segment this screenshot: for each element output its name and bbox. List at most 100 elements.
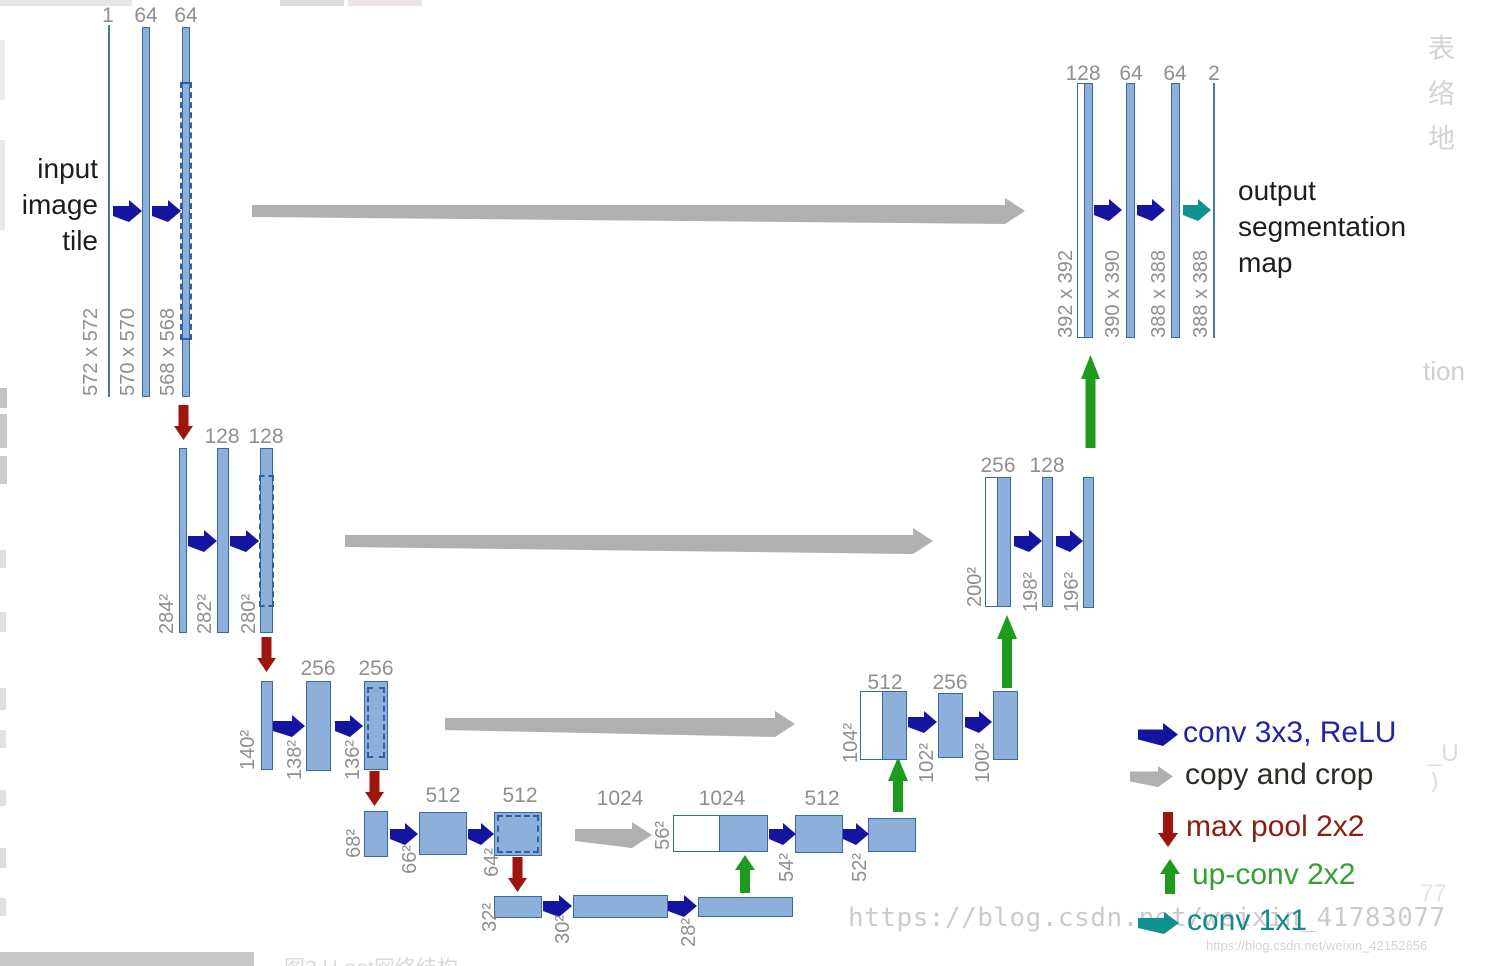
page-text-fragment: 表 — [1428, 34, 1455, 64]
size-label: 54² — [776, 853, 798, 882]
crop-region-outline — [259, 475, 274, 607]
conv-arrow — [390, 823, 418, 845]
watermark-url-small: https://blog.csdn.net/weixin_42152656 — [1206, 938, 1428, 953]
size-label: 102² — [916, 742, 938, 783]
conv-arrow — [1094, 199, 1122, 221]
legend-conv3x3-label: conv 3x3, ReLU — [1183, 716, 1397, 749]
size-label: 568 x 568 — [157, 308, 179, 396]
channel-label: 256 — [300, 657, 336, 680]
page-fragment — [0, 848, 6, 868]
size-label: 284² — [156, 593, 178, 634]
page-fragment — [0, 612, 6, 632]
size-label: 66² — [399, 845, 421, 874]
size-label: 280² — [238, 593, 260, 634]
conv-arrow — [230, 530, 259, 552]
size-label: 200² — [964, 566, 986, 607]
output-segmentation-map-label: output segmentation map — [1238, 175, 1407, 278]
size-label: 388 x 388 — [1190, 250, 1212, 338]
conv-arrow — [908, 711, 937, 733]
page-text-fragment: ) — [1431, 768, 1439, 793]
channel-label: 128 — [1065, 62, 1101, 85]
conv-arrow — [113, 200, 142, 222]
conv-arrow — [1056, 530, 1083, 552]
figure-caption: 图2 U-net网络结构 — [284, 952, 458, 966]
size-label: 136² — [342, 739, 364, 780]
channel-label: 64 — [134, 4, 158, 27]
channel-label: 1024 — [698, 787, 746, 810]
channel-label: 256 — [932, 671, 968, 694]
feature-map-bar — [306, 681, 331, 771]
up-conv-arrow — [997, 615, 1017, 688]
conv-arrow — [543, 895, 572, 917]
size-label: 100² — [972, 742, 994, 783]
page-fragment — [0, 388, 7, 408]
concat-feature-map-bar — [860, 691, 907, 760]
page-fragment — [0, 414, 7, 448]
page-fragment — [280, 0, 344, 6]
size-label: 28² — [678, 918, 700, 947]
conv-arrow — [152, 200, 181, 222]
feature-map-bar — [993, 691, 1018, 760]
conv-arrow — [335, 715, 363, 737]
size-label: 392 x 392 — [1055, 250, 1077, 338]
size-label: 104² — [840, 722, 862, 763]
concat-feature-map-bar — [985, 477, 1011, 607]
concat-feature-map-bar — [1077, 83, 1093, 338]
feature-map-bar — [1126, 83, 1135, 338]
size-label: 198² — [1020, 571, 1042, 612]
copy-crop-arrow — [445, 711, 795, 737]
channel-label: 512 — [502, 784, 538, 807]
copy-crop-arrow — [575, 822, 652, 848]
size-label: 388 x 388 — [1148, 250, 1170, 338]
feature-map-bar — [182, 27, 190, 397]
channel-label: 64 — [1119, 62, 1143, 85]
feature-map-bar — [1083, 477, 1094, 608]
size-label: 56² — [652, 821, 674, 850]
page-fragment — [0, 790, 6, 806]
legend-max-pool-label: max pool 2x2 — [1186, 810, 1365, 843]
conv-arrow — [668, 895, 697, 917]
legend-copy-crop-label: copy and crop — [1185, 758, 1374, 791]
page-fragment — [348, 0, 422, 6]
feature-map-bar — [142, 27, 150, 397]
channel-label: 128 — [1029, 454, 1065, 477]
crop-region-outline — [497, 815, 539, 853]
page-fragment — [0, 730, 6, 748]
up-conv-arrow-icon — [1160, 859, 1180, 894]
page-text-fragment: 络 — [1428, 79, 1455, 109]
crop-region-outline — [367, 687, 385, 758]
channel-label: 256 — [358, 657, 394, 680]
feature-map-bar — [419, 812, 467, 855]
feature-map-bar — [217, 448, 229, 633]
max-pool-arrow — [257, 637, 276, 672]
size-label: 30² — [552, 915, 574, 944]
input-image-tile-label: input image tile — [21, 153, 98, 256]
size-label: 68² — [343, 829, 365, 858]
page-text-fragment: 77 — [1420, 880, 1447, 907]
feature-map-bar — [795, 815, 843, 853]
conv-1x1-arrow — [1183, 199, 1211, 221]
page-text-fragment: tion — [1423, 356, 1465, 386]
size-label: 32² — [479, 903, 501, 932]
channel-label: 64 — [1163, 62, 1187, 85]
page-text-fragment: 地 — [1428, 124, 1455, 154]
page-fragment — [0, 0, 132, 6]
up-conv-arrow — [735, 855, 755, 893]
channel-label: 512 — [804, 787, 840, 810]
conv-arrow — [843, 823, 869, 845]
feature-map-bar — [1042, 477, 1053, 607]
channel-label: 512 — [867, 671, 903, 694]
size-label: 570 x 570 — [117, 308, 139, 396]
size-label: 572 x 572 — [80, 308, 102, 396]
feature-map-bar — [364, 811, 388, 857]
legend-up-conv-label: up-conv 2x2 — [1192, 858, 1356, 891]
feature-map-bar — [261, 681, 273, 770]
channel-label: 256 — [980, 454, 1016, 477]
size-label: 64² — [481, 848, 503, 877]
page-text-fragment: _U — [1428, 740, 1459, 767]
max-pool-arrow — [174, 405, 193, 440]
size-label: 196² — [1061, 571, 1083, 612]
conv-arrow — [769, 823, 796, 845]
crop-region-outline — [180, 82, 192, 340]
